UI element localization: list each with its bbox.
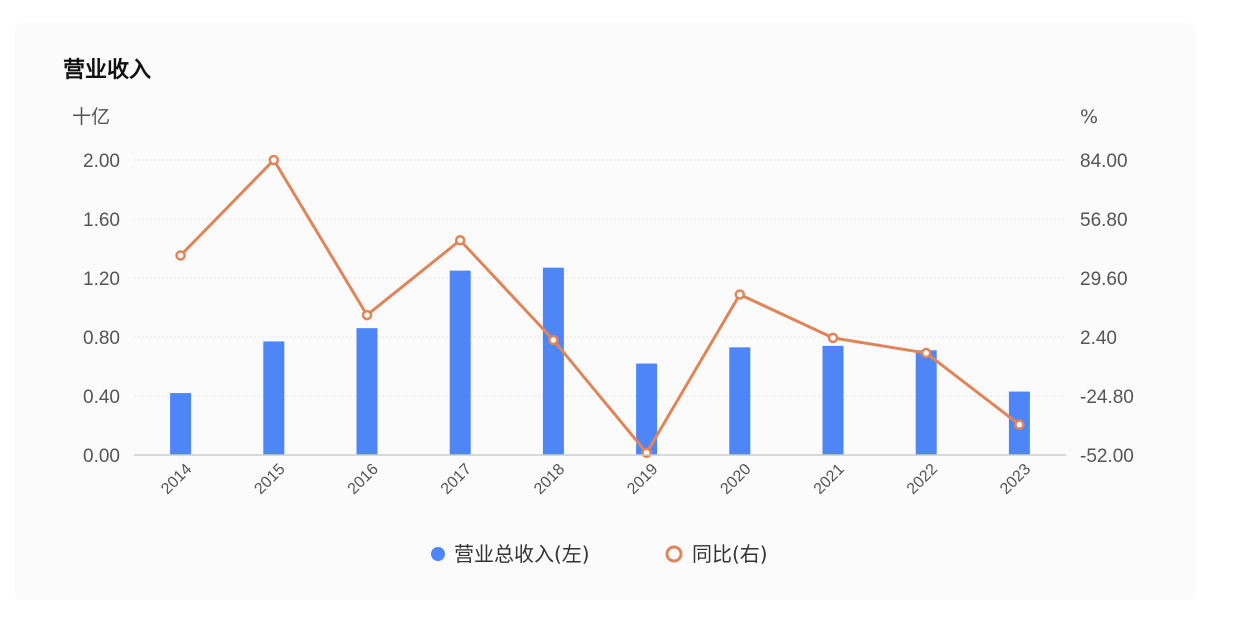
y-left-tick-label: 1.60 (83, 210, 120, 231)
x-tick-label: 2022 (904, 461, 941, 498)
y-right-tick-label: 29.60 (1080, 269, 1128, 290)
yoy-line (179, 158, 1021, 455)
y-right-tick-label: -24.80 (1080, 387, 1134, 408)
legend-item-yoy: 同比(右) (665, 542, 768, 566)
x-tick-label: 2017 (438, 461, 475, 498)
yoy-point (361, 309, 373, 321)
y-right-unit: % (1080, 106, 1098, 128)
legend-label: 同比(右) (692, 542, 768, 566)
x-tick-label: 2020 (717, 461, 754, 498)
revenue-bar (170, 393, 192, 455)
revenue-bar (636, 363, 658, 455)
chart-title: 营业收入 (63, 58, 152, 83)
legend-item-revenue: 营业总收入(左) (431, 542, 590, 566)
x-tick-label: 2018 (531, 461, 568, 498)
yoy-point (268, 154, 280, 166)
yoy-point (920, 347, 932, 359)
y-left-tick-label: 1.20 (83, 269, 120, 290)
y-right-tick-label: -52.00 (1080, 446, 1134, 467)
revenue-bar (263, 341, 285, 455)
legend[interactable]: 营业总收入(左) 同比(右) (431, 542, 768, 566)
revenue-bar (542, 267, 564, 455)
x-tick-label: 2016 (345, 461, 382, 498)
legend-label: 营业总收入(左) (454, 542, 590, 566)
x-tick-label: 2021 (811, 461, 848, 498)
revenue-bar (822, 345, 844, 455)
yoy-point (734, 289, 746, 300)
line-series (175, 154, 1025, 459)
yoy-point (454, 235, 466, 246)
y-left-tick-label: 0.40 (83, 387, 120, 408)
axes: 0.00 -52.00 0.40 -24.80 0.80 2.40 1.20 29.60 1.6… (72, 106, 1134, 498)
x-tick-label: 2023 (997, 461, 1034, 498)
y-right-tick-label: 84.00 (1080, 151, 1128, 172)
y-left-tick-label: 2.00 (83, 151, 120, 172)
revenue-bar (449, 270, 471, 455)
bar-series (170, 267, 1030, 455)
y-right-tick-label: 56.80 (1080, 210, 1128, 231)
revenue-bar (915, 350, 937, 455)
revenue-bar (729, 347, 751, 455)
legend-marker-dot (431, 547, 445, 561)
y-left-tick-label: 0.80 (83, 328, 120, 349)
y-left-tick-label: 0.00 (83, 446, 120, 467)
yoy-point (827, 332, 839, 344)
legend-marker-ring (665, 545, 683, 563)
x-tick-label: 2019 (624, 461, 661, 498)
revenue-bar (356, 328, 378, 455)
y-right-tick-label: 2.40 (1080, 328, 1117, 349)
chart-card (15, 23, 1195, 600)
yoy-point (1014, 419, 1025, 430)
x-tick-label: 2014 (158, 461, 195, 498)
x-tick-label: 2015 (251, 461, 288, 498)
y-left-unit: 十亿 (72, 106, 110, 128)
yoy-point (548, 334, 559, 346)
yoy-point (175, 250, 186, 261)
